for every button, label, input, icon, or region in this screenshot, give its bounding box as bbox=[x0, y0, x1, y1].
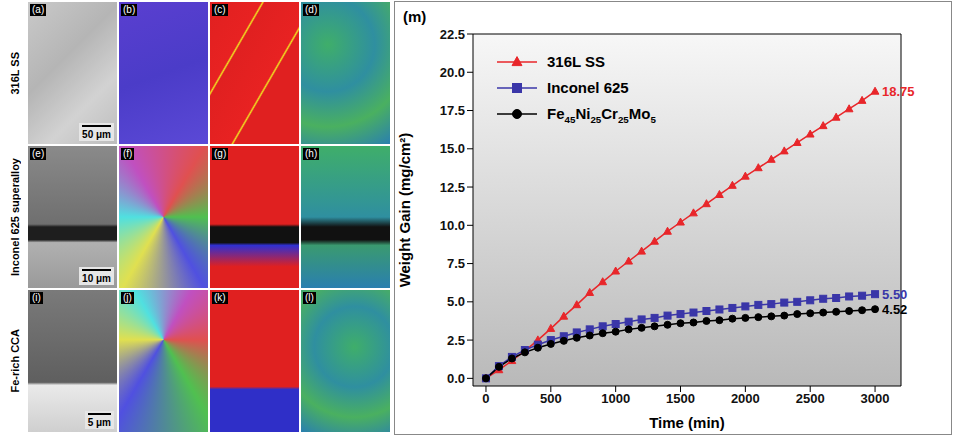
html-text:5 μm: 5 μm bbox=[87, 417, 111, 428]
svg-text:316L SS: 316L SS bbox=[547, 53, 605, 70]
svg-text:2500: 2500 bbox=[796, 391, 825, 406]
html-text:(k): (k) bbox=[214, 292, 226, 303]
svg-text:0: 0 bbox=[482, 391, 489, 406]
svg-text:18.75: 18.75 bbox=[882, 84, 915, 99]
svg-text:1500: 1500 bbox=[666, 391, 695, 406]
svg-text:5.50: 5.50 bbox=[882, 287, 907, 302]
svg-text:12.5: 12.5 bbox=[440, 180, 465, 195]
html-text:Inconel 625 superalloy: Inconel 625 superalloy bbox=[9, 158, 21, 276]
svg-text:22.5: 22.5 bbox=[440, 27, 465, 42]
svg-text:2000: 2000 bbox=[731, 391, 760, 406]
svg-text:Inconel 625: Inconel 625 bbox=[547, 79, 629, 96]
svg-text:3000: 3000 bbox=[861, 391, 890, 406]
html-text:(b): (b) bbox=[123, 4, 136, 15]
html-text:10 μm: 10 μm bbox=[82, 273, 111, 284]
svg-text:Weight Gain (mg/cm²): Weight Gain (mg/cm²) bbox=[396, 133, 413, 288]
svg-text:10.0: 10.0 bbox=[440, 218, 465, 233]
svg-text:Time (min): Time (min) bbox=[649, 414, 725, 431]
html-text:Fe-rich CCA: Fe-rich CCA bbox=[9, 329, 21, 393]
svg-text:5.0: 5.0 bbox=[447, 294, 465, 309]
html-text:(d): (d) bbox=[305, 4, 318, 15]
svg-text:2.5: 2.5 bbox=[447, 333, 465, 348]
html-text:316L SS: 316L SS bbox=[9, 51, 21, 95]
svg-text:0.0: 0.0 bbox=[447, 371, 465, 386]
html-text:(e): (e) bbox=[32, 148, 45, 159]
svg-text:7.5: 7.5 bbox=[447, 256, 465, 271]
html-text:(j): (j) bbox=[123, 292, 132, 303]
html-text:50 μm: 50 μm bbox=[82, 129, 111, 140]
svg-text:1000: 1000 bbox=[601, 391, 630, 406]
html-text:(g): (g) bbox=[214, 148, 227, 159]
svg-text:15.0: 15.0 bbox=[440, 141, 465, 156]
html-text:(h): (h) bbox=[305, 148, 318, 159]
html-text:(c): (c) bbox=[214, 4, 226, 15]
html-text:(l): (l) bbox=[305, 292, 314, 303]
svg-text:17.5: 17.5 bbox=[440, 103, 465, 118]
html-text:(i): (i) bbox=[32, 292, 41, 303]
svg-text:Fe45Ni25Cr25Mo5: Fe45Ni25Cr25Mo5 bbox=[547, 105, 656, 125]
html-text:(a): (a) bbox=[32, 4, 45, 15]
html-text:(f): (f) bbox=[123, 148, 133, 159]
svg-text:20.0: 20.0 bbox=[440, 65, 465, 80]
svg-text:4.52: 4.52 bbox=[882, 302, 907, 317]
html-text:(m): (m) bbox=[403, 8, 427, 25]
svg-text:500: 500 bbox=[540, 391, 562, 406]
